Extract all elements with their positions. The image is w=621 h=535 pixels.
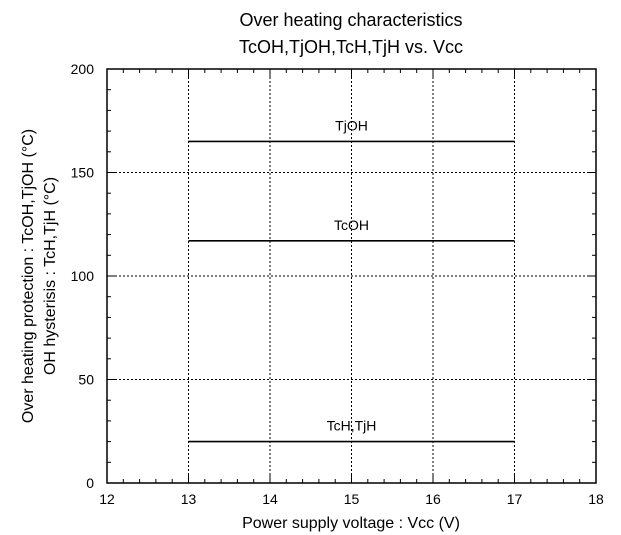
x-tick-label: 13	[181, 491, 197, 507]
series-label-tjoh: TjOH	[335, 117, 368, 133]
x-tick-label: 12	[99, 491, 115, 507]
ticks-layer	[106, 68, 597, 484]
x-axis-title: Power supply voltage : Vcc (V)	[242, 515, 460, 532]
grid-layer	[107, 69, 596, 483]
y-tick-label: 0	[86, 475, 94, 491]
y-tick-label: 150	[71, 165, 95, 181]
y-tick-label: 50	[78, 372, 94, 388]
x-tick-label: 18	[588, 491, 604, 507]
series-label-tcoh: TcOH	[334, 217, 369, 233]
y-tick-label: 100	[71, 268, 95, 284]
x-tick-label: 17	[507, 491, 523, 507]
x-tick-label: 16	[425, 491, 441, 507]
tick-labels-layer: 12 13 14 15 16 17 18 0 50 100 150 200	[71, 61, 604, 507]
chart-title-line-1: Over heating characteristics	[239, 10, 462, 30]
x-tick-label: 15	[344, 491, 360, 507]
series-layer: TjOH TcOH TcH,TjH	[188, 117, 515, 443]
x-tick-label: 14	[262, 491, 278, 507]
series-label-tch-tjh: TcH,TjH	[327, 418, 377, 434]
y-axis-title-line-1: Over heating protection : TcOH,TjOH (°C)	[20, 129, 37, 423]
y-tick-label: 200	[71, 61, 95, 77]
chart-title-line-2: TcOH,TjOH,TcH,TjH vs. Vcc	[239, 37, 463, 57]
y-axis-title-line-2: OH hysterisis : TcH,TjH (°C)	[42, 177, 59, 375]
